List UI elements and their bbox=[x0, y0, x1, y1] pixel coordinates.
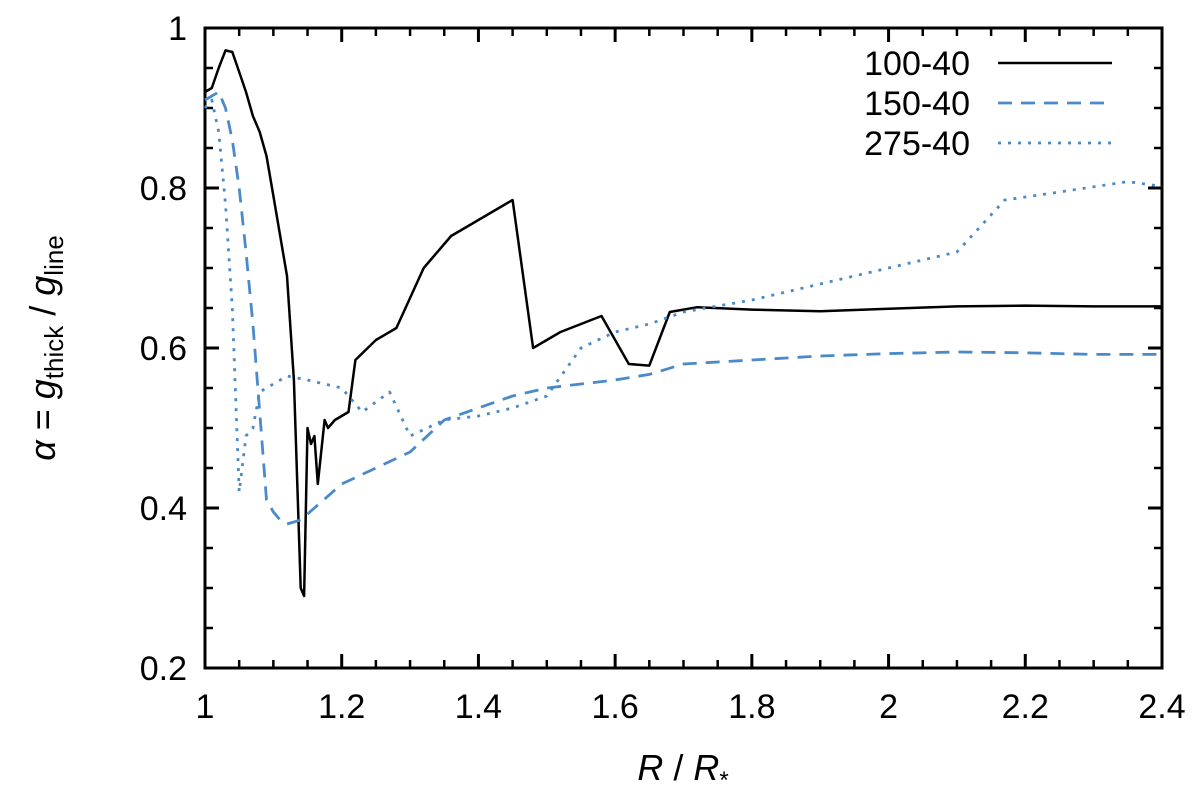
series-line-100-40 bbox=[204, 49, 1162, 598]
x-axis-title: R / R* bbox=[637, 747, 728, 790]
legend-label: 100-40 bbox=[864, 45, 970, 83]
y-tick-label: 1 bbox=[168, 10, 187, 48]
x-axis-ticks: 1 1.2 1.4 1.6 1.8 2 2.2 2.4 bbox=[196, 28, 1186, 726]
legend-label: 275-40 bbox=[864, 125, 970, 163]
x-tick-label: 1.2 bbox=[318, 688, 365, 726]
x-tick-label: 2.4 bbox=[1138, 688, 1185, 726]
legend-label: 150-40 bbox=[864, 85, 970, 123]
x-tick-label: 1.8 bbox=[728, 688, 775, 726]
x-tick-label: 1 bbox=[196, 688, 215, 726]
x-tick-label: 2.2 bbox=[1002, 688, 1049, 726]
y-tick-label: 0.8 bbox=[140, 170, 187, 208]
y-axis-title: α = gthick / gline bbox=[22, 235, 69, 461]
x-tick-label: 1.4 bbox=[455, 688, 502, 726]
plot-frame bbox=[203, 26, 1164, 670]
x-tick-label: 2 bbox=[879, 688, 898, 726]
series-group bbox=[203, 49, 1163, 598]
y-tick-label: 0.4 bbox=[140, 490, 187, 528]
y-tick-label: 0.2 bbox=[140, 650, 187, 688]
series-line-150-40 bbox=[204, 90, 1162, 526]
series-line-275-40 bbox=[203, 98, 1163, 494]
y-axis-ticks: 0.2 0.4 0.6 0.8 1 bbox=[140, 10, 1162, 688]
x-tick-label: 1.6 bbox=[592, 688, 639, 726]
y-tick-label: 0.6 bbox=[140, 330, 187, 368]
